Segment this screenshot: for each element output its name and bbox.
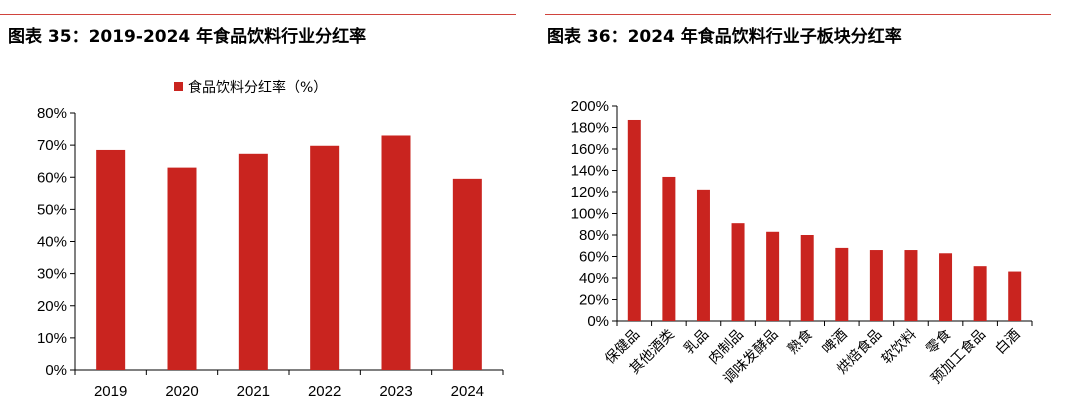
bar-2022: [310, 145, 340, 370]
y-tick-label: 80%: [579, 227, 609, 244]
x-tick-label: 2022: [308, 383, 341, 400]
bar-软饮料: [904, 250, 918, 321]
x-tick-label: 啤酒: [820, 327, 851, 358]
legend-label: 食品饮料分红率（%）: [188, 79, 327, 96]
y-tick-label: 10%: [37, 330, 67, 347]
y-tick-label: 40%: [37, 234, 67, 251]
bar-2020: [167, 167, 197, 370]
y-tick-label: 180%: [571, 120, 609, 137]
left-bar-chart: 食品饮料分红率（%） 0% 10% 20% 30% 40% 50% 60% 70% 80% 2019…: [37, 79, 504, 400]
x-tick-label: 乳品: [681, 327, 712, 358]
x-tick-label: 软饮料: [879, 327, 920, 368]
bar-2024: [452, 178, 482, 370]
x-tick-label: 熟食: [784, 326, 816, 358]
bar-白酒: [1008, 271, 1022, 321]
x-tick-label: 2021: [237, 383, 270, 400]
x-tick-label: 2023: [379, 383, 412, 400]
y-tick-label: 20%: [37, 298, 67, 315]
bar-保健品: [627, 119, 641, 321]
y-tick-label: 200%: [571, 98, 609, 115]
bar-零食: [939, 253, 953, 321]
x-tick-label: 2020: [165, 383, 198, 400]
x-tick-label: 白酒: [992, 327, 1023, 358]
bar-其他酒类: [662, 176, 676, 321]
y-tick-label: 0%: [587, 313, 609, 330]
y-tick-label: 60%: [37, 169, 67, 186]
bar-调味发酵品: [766, 231, 780, 321]
y-tick-label: 40%: [579, 270, 609, 287]
legend-swatch: [174, 82, 183, 91]
bar-烘焙食品: [869, 250, 883, 321]
y-tick-label: 160%: [571, 141, 609, 158]
left-figure-title: 图表 35：2019-2024 年食品饮料行业分红率: [8, 27, 367, 47]
y-tick-label: 70%: [37, 137, 67, 154]
y-tick-label: 50%: [37, 201, 67, 218]
bar-2023: [381, 135, 411, 370]
y-tick-label: 120%: [571, 184, 609, 201]
bar-预加工食品: [973, 266, 987, 321]
x-tick-label: 零食: [923, 326, 955, 358]
bar-2021: [238, 153, 268, 370]
bar-啤酒: [835, 247, 849, 321]
y-tick-label: 0%: [45, 362, 67, 379]
bar-2019: [96, 149, 126, 370]
y-tick-label: 60%: [579, 249, 609, 266]
right-title-rule: [545, 14, 1051, 15]
x-tick-label: 2019: [94, 383, 127, 400]
left-title-rule: [0, 14, 516, 15]
y-tick-label: 80%: [37, 105, 67, 122]
bar-乳品: [696, 189, 710, 321]
y-tick-label: 140%: [571, 163, 609, 180]
y-tick-label: 20%: [579, 292, 609, 309]
bar-肉制品: [731, 223, 745, 321]
right-figure-title: 图表 36：2024 年食品饮料行业子板块分红率: [547, 27, 902, 47]
x-tick-label: 2024: [451, 383, 484, 400]
bar-熟食: [800, 235, 814, 321]
y-tick-label: 100%: [571, 206, 609, 223]
y-tick-label: 30%: [37, 266, 67, 283]
